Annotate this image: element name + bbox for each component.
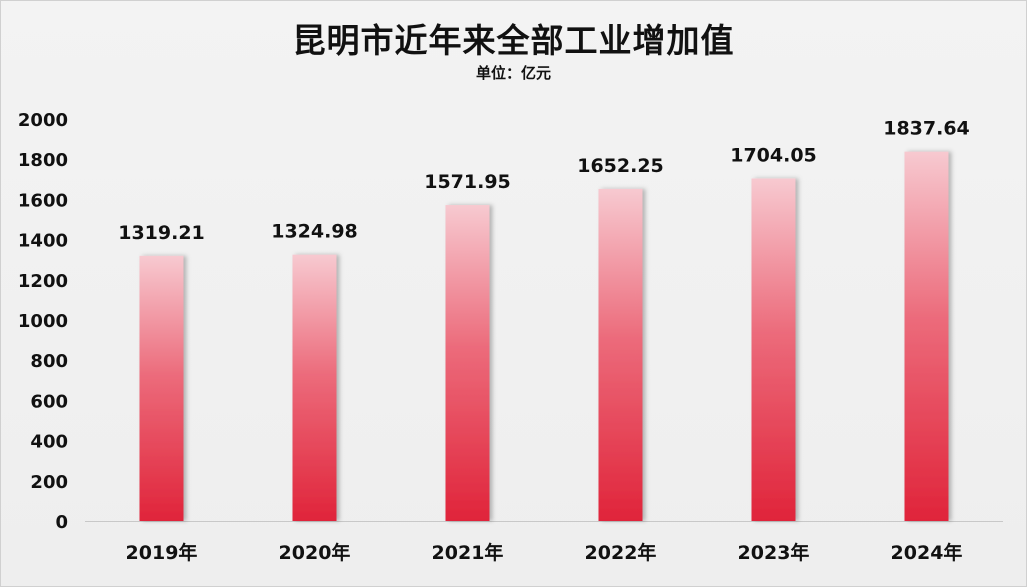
data-label: 1319.21 — [118, 222, 205, 244]
x-tick-label: 2019年 — [126, 541, 198, 564]
y-tick-label: 0 — [55, 512, 68, 533]
bar — [139, 255, 184, 521]
y-tick-label: 1200 — [18, 271, 68, 292]
data-label: 1652.25 — [577, 155, 664, 177]
y-tick-label: 200 — [30, 472, 68, 493]
x-tick-label: 2024年 — [891, 541, 963, 564]
data-label: 1324.98 — [271, 221, 358, 243]
x-tick-label: 2022年 — [585, 541, 657, 564]
x-tick-label: 2023年 — [738, 541, 810, 564]
chart-subtitle: 单位：亿元 — [475, 64, 551, 82]
y-tick-label: 800 — [30, 351, 68, 372]
y-tick-label: 1600 — [18, 190, 68, 211]
y-tick-label: 1400 — [18, 231, 68, 252]
bar — [751, 178, 796, 521]
y-tick-label: 1000 — [18, 311, 68, 332]
data-label: 1571.95 — [424, 171, 511, 193]
bar — [598, 188, 643, 521]
bar — [445, 205, 490, 521]
chart-title: 昆明市近年来全部工业增加值 — [292, 21, 735, 60]
data-label: 1704.05 — [730, 144, 817, 166]
bar — [292, 254, 337, 521]
x-tick-label: 2020年 — [279, 541, 351, 564]
x-tick-label: 2021年 — [432, 541, 504, 564]
data-label: 1837.64 — [883, 118, 970, 140]
y-tick-label: 1800 — [18, 150, 68, 171]
y-tick-label: 400 — [30, 432, 68, 453]
y-tick-label: 600 — [30, 391, 68, 412]
y-tick-label: 2000 — [18, 110, 68, 131]
bar — [904, 151, 949, 522]
